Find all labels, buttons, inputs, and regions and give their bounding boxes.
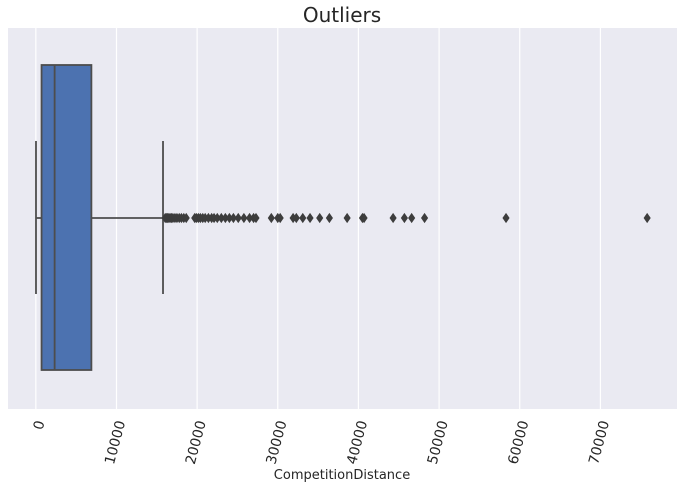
outlier-point: [299, 212, 307, 224]
outlier-point: [360, 212, 368, 224]
outlier-point: [252, 212, 260, 224]
outlier-point: [420, 212, 429, 224]
x-tick-label: 30000: [264, 419, 291, 466]
outlier-point: [234, 212, 242, 224]
outlier-point: [316, 212, 324, 224]
chart-title: Outliers: [303, 3, 381, 27]
x-tick-label: 50000: [425, 419, 452, 466]
outlier-point: [229, 212, 237, 224]
outlier-points: [161, 212, 651, 224]
x-tick-label: 20000: [183, 419, 210, 466]
x-axis-label: CompetitionDistance: [274, 468, 410, 483]
x-tick-label: 0: [31, 419, 49, 432]
x-tick-label: 40000: [344, 419, 371, 466]
outlier-point: [502, 212, 510, 224]
outlier-point: [400, 212, 408, 224]
outlier-point: [276, 212, 284, 224]
outlier-point: [643, 212, 651, 224]
outlier-point: [182, 212, 190, 224]
outlier-point: [306, 212, 314, 224]
outlier-point: [325, 212, 333, 224]
x-tick-labels: 0 10000 20000 30000 40000 50000 60000 70000: [31, 419, 613, 466]
boxplot: [35, 64, 164, 371]
outlier-point: [389, 212, 397, 224]
outlier-point: [292, 212, 300, 224]
iqr-box: [40, 64, 93, 371]
outlier-point: [408, 212, 416, 224]
outlier-point: [267, 212, 275, 224]
outlier-point: [240, 212, 248, 224]
x-tick-label: 60000: [505, 419, 532, 466]
x-tick-label: 70000: [586, 419, 613, 466]
x-tick-label: 10000: [102, 419, 129, 466]
outlier-point: [343, 212, 351, 224]
